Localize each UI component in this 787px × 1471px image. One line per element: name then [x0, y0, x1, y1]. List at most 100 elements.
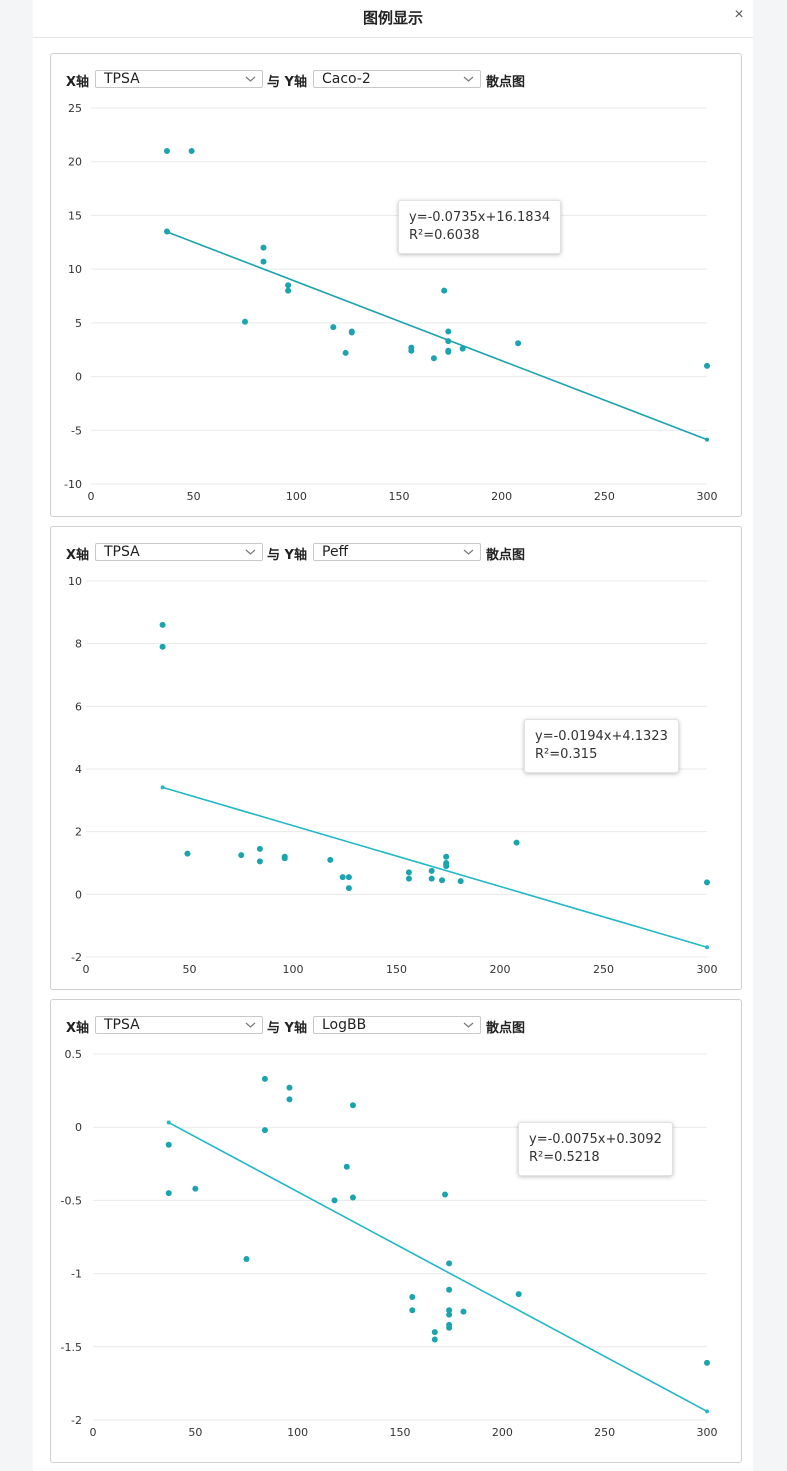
x-axis-select[interactable]: TPSA: [95, 543, 263, 561]
x-tick-label: 300: [697, 963, 718, 976]
scatter-label: 散点图: [486, 1021, 526, 1036]
y-tick-label: -0.5: [61, 1194, 82, 1207]
data-point: [408, 347, 415, 354]
trendline-equation-box: y=-0.0735x+16.1834 R²=0.6038: [398, 200, 562, 254]
trendline-equation: y=-0.0735x+16.1834: [409, 210, 551, 225]
y-tick-label: 4: [75, 763, 82, 776]
x-axis-label: X轴: [66, 1021, 90, 1036]
data-point: [460, 1308, 467, 1315]
data-point: [445, 328, 452, 335]
x-tick-label: 0: [88, 490, 95, 503]
x-tick-label: 200: [492, 1426, 513, 1439]
data-point: [339, 874, 346, 881]
dialog-header: 图例显示 ×: [33, 0, 753, 38]
dialog-title: 图例显示: [362, 9, 423, 27]
chart-legend-dialog: 图例显示 × X轴 TPSA 与 Y轴 Caco-2 散点图 -10 -5 0 5 10…: [33, 0, 753, 1471]
data-point: [515, 340, 522, 347]
data-point: [345, 874, 352, 881]
y-tick-label: 6: [75, 700, 82, 713]
trendline: [168, 1121, 708, 1413]
x-tick-label: 250: [594, 1426, 615, 1439]
chart-panel-peff: X轴 TPSA 与 Y轴 Peff 散点图 -2 0 2 4 6 8 10 0 50 100 150…: [50, 526, 742, 990]
y-axis-select[interactable]: Peff: [313, 543, 481, 561]
x-tick-label: 150: [389, 490, 410, 503]
chart-panel-caco2: X轴 TPSA 与 Y轴 Caco-2 散点图 -10 -5 0 5 10 15 20 25 0…: [50, 53, 742, 517]
x-tick-label: 100: [286, 490, 307, 503]
scatter-label: 散点图: [486, 548, 526, 563]
axis-selector-row: X轴 TPSA 与 Y轴 Peff 散点图: [51, 527, 741, 567]
x-tick-label: 100: [283, 963, 304, 976]
data-point: [459, 345, 466, 352]
axis-selector-row: X轴 TPSA 与 Y轴 Caco-2 散点图: [51, 54, 741, 94]
y-axis-select[interactable]: Caco-2: [313, 70, 481, 88]
y-tick-label: 10: [68, 575, 82, 588]
with-y-axis-label: 与 Y轴: [267, 75, 307, 90]
with-y-axis-label: 与 Y轴: [267, 548, 307, 563]
data-point: [704, 1359, 710, 1366]
trendline: [162, 786, 708, 948]
x-tick-label: 300: [697, 490, 718, 503]
y-axis-select-value: Caco-2: [322, 71, 371, 87]
data-point: [192, 1185, 199, 1192]
data-point: [261, 1075, 268, 1082]
data-point: [159, 643, 166, 650]
data-point: [286, 1096, 293, 1103]
data-point: [405, 869, 412, 876]
axis-selector-row: X轴 TPSA 与 Y轴 LogBB 散点图: [51, 1000, 741, 1040]
y-tick-label: 15: [68, 209, 82, 222]
x-axis-select-value: TPSA: [104, 1017, 140, 1033]
data-point: [242, 318, 248, 325]
close-icon[interactable]: ×: [734, 6, 744, 23]
y-tick-label: -2: [71, 951, 82, 964]
chevron-down-icon: [463, 549, 474, 555]
x-tick-label: 150: [390, 1426, 411, 1439]
data-point: [165, 1141, 172, 1148]
trendline-equation-box: y=-0.0075x+0.3092 R²=0.5218: [518, 1122, 673, 1176]
data-point: [443, 853, 450, 860]
trendline-endpoint: [166, 1120, 171, 1125]
data-point: [256, 845, 263, 852]
x-axis-select-value: TPSA: [104, 71, 140, 87]
x-tick-label: 100: [287, 1426, 308, 1439]
data-point: [342, 349, 349, 356]
data-point: [188, 147, 195, 154]
x-axis-select[interactable]: TPSA: [95, 70, 263, 88]
y-tick-label: 2: [75, 826, 82, 839]
x-tick-label: 150: [386, 963, 407, 976]
data-point: [348, 329, 355, 336]
y-axis-select[interactable]: LogBB: [313, 1016, 481, 1034]
trendline-endpoint: [705, 1409, 709, 1414]
data-point: [343, 1163, 350, 1170]
data-point: [345, 885, 352, 892]
data-point: [184, 850, 191, 857]
scatter-plot: -2 -1.5 -1 -0.5 0 0.5 0 50 100 150 200 250 300: [61, 1048, 718, 1439]
with-y-axis-label: 与 Y轴: [267, 1021, 307, 1036]
chevron-down-icon: [463, 76, 474, 82]
x-tick-label: 50: [183, 963, 197, 976]
y-tick-label: 25: [68, 102, 82, 115]
x-tick-label: 200: [490, 963, 511, 976]
r-squared-value: R²=0.315: [535, 747, 598, 762]
y-axis-select-value: Peff: [322, 544, 349, 560]
data-point: [457, 878, 464, 885]
data-point: [441, 287, 448, 294]
chevron-down-icon: [245, 549, 256, 555]
data-point: [431, 1336, 438, 1343]
chart-panel-logbb: X轴 TPSA 与 Y轴 LogBB 散点图 -2 -1.5 -1 -0.5 0 0.5 0…: [50, 999, 742, 1463]
x-tick-label: 300: [697, 1426, 718, 1439]
x-axis-label: X轴: [66, 548, 90, 563]
y-axis-select-value: LogBB: [322, 1017, 367, 1033]
x-axis-select[interactable]: TPSA: [95, 1016, 263, 1034]
data-point: [443, 863, 450, 870]
data-point: [515, 1291, 522, 1298]
trendline-equation-box: y=-0.0194x+4.1323 R²=0.315: [524, 719, 679, 773]
x-tick-label: 50: [187, 490, 201, 503]
data-point: [409, 1307, 416, 1314]
y-tick-label: 0: [75, 888, 82, 901]
y-tick-label: 0.5: [65, 1048, 83, 1061]
trendline-equation: y=-0.0075x+0.3092: [529, 1132, 662, 1147]
y-tick-label: -1: [71, 1268, 82, 1281]
data-point: [446, 1260, 453, 1267]
data-point: [286, 1084, 293, 1091]
